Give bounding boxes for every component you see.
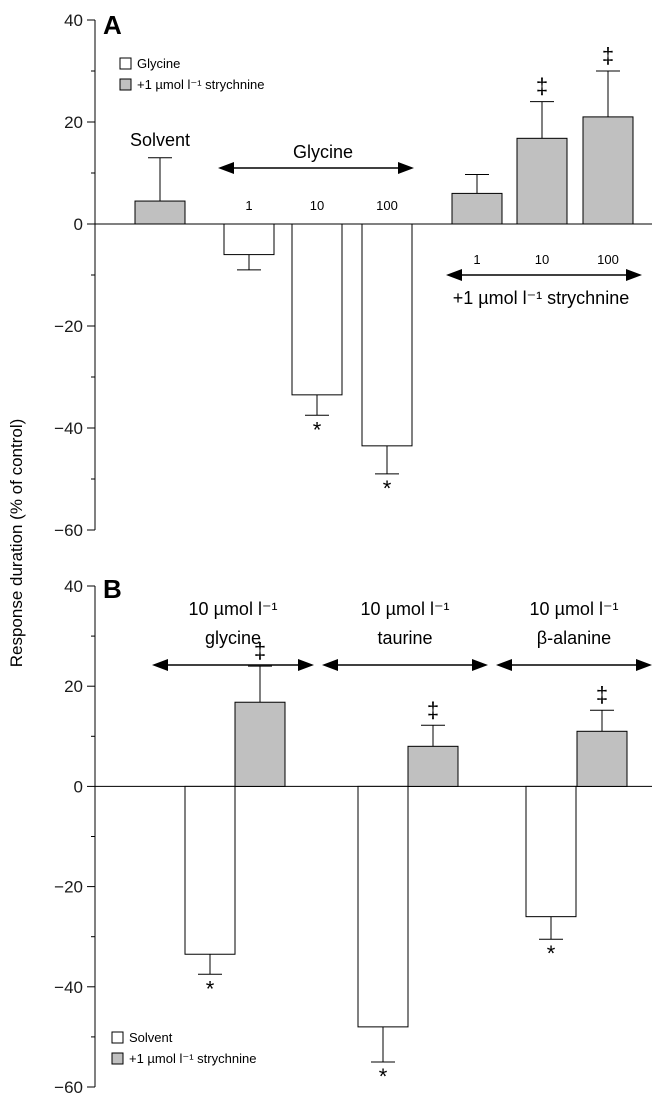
panel-a-glycine-arrow-right-head	[398, 162, 414, 174]
panel-b-group-compound: glycine	[205, 628, 261, 648]
panel-b-bar	[525, 785, 577, 918]
panel-a-bar	[516, 137, 568, 225]
panel-a-significance-mark: *	[313, 417, 322, 442]
panel-a-legend-label: +1 µmol l⁻¹ strychnine	[137, 77, 264, 92]
panel-a-bar	[361, 223, 413, 447]
y-axis-label: Response duration (% of control)	[7, 419, 26, 668]
panel-a-significance-mark: *	[383, 476, 392, 501]
panel-b-legend-swatch	[111, 1052, 124, 1065]
panel-b-group-arrow-left-head	[496, 659, 512, 671]
panel-a-strychnine-label: +1 µmol l⁻¹ strychnine	[453, 288, 629, 308]
panel-b: 40 20 0 −20 −40 −60 B Solvent +1 µmol l⁻¹ strych…	[54, 574, 652, 1095]
panel-a-tick-label: 40	[64, 11, 83, 30]
panel-a-strychnine-arrow-right-head	[626, 269, 642, 281]
panel-a-tick-label: 20	[64, 113, 83, 132]
panel-a-dose-label: 10	[310, 198, 324, 213]
panel-a-tick-label: −20	[54, 317, 83, 336]
panel-a-significance-mark: ‡	[536, 74, 548, 99]
panel-b-significance-mark: *	[206, 976, 215, 1001]
panel-a-dose-label: 1	[245, 198, 252, 213]
panel-b-tick-label: 40	[64, 577, 83, 596]
panel-b-tick-label: −60	[54, 1078, 83, 1095]
panel-b-tick-label: −20	[54, 878, 83, 897]
panel-b-significance-mark: ‡	[254, 638, 266, 663]
panel-a-tick-label: −40	[54, 419, 83, 438]
panel-a-tick-label: 0	[74, 215, 83, 234]
panel-a-bar	[134, 200, 186, 225]
panel-b-bar	[407, 745, 459, 787]
panel-a-glycine-arrow-left-head	[218, 162, 234, 174]
panel-a: 40 20 0 −20 −40 −60 A Glycine +1 µmol l⁻¹ strych…	[54, 10, 652, 540]
panel-b-legend-swatch	[111, 1031, 124, 1044]
panel-b-group-concentration: 10 µmol l⁻¹	[189, 599, 278, 619]
panel-a-letter: A	[103, 10, 122, 40]
panel-a-strychnine-arrow-left-head	[446, 269, 462, 281]
panel-b-significance-mark: ‡	[596, 682, 608, 707]
panel-b-significance-mark: ‡	[427, 697, 439, 722]
panel-a-bar	[291, 223, 343, 396]
panel-a-dose-label: 1	[473, 252, 480, 267]
panel-a-dose-label: 100	[376, 198, 398, 213]
panel-a-tick-label: −60	[54, 521, 83, 540]
panel-a-solvent-label: Solvent	[130, 130, 190, 150]
panel-a-dose-label: 10	[535, 252, 549, 267]
panel-b-group-concentration: 10 µmol l⁻¹	[361, 599, 450, 619]
panel-b-group-arrow-right-head	[472, 659, 488, 671]
panel-b-tick-label: 0	[74, 777, 83, 796]
panel-a-dose-label: 100	[597, 252, 619, 267]
panel-b-group-arrow-left-head	[322, 659, 338, 671]
panel-b-bar	[184, 785, 236, 955]
panel-b-bar	[234, 701, 286, 787]
panel-a-bar	[582, 116, 634, 225]
panel-b-group-concentration: 10 µmol l⁻¹	[530, 599, 619, 619]
panel-a-legend-swatch	[119, 57, 132, 70]
panel-b-group-arrow-right-head	[636, 659, 652, 671]
panel-a-legend-label: Glycine	[137, 56, 180, 71]
panel-a-glycine-label: Glycine	[293, 142, 353, 162]
panel-b-group-arrow-right-head	[298, 659, 314, 671]
panel-b-bar	[357, 785, 409, 1028]
panel-a-significance-mark: ‡	[602, 43, 614, 68]
panel-a-bar	[223, 223, 275, 256]
panel-b-tick-label: 20	[64, 677, 83, 696]
panel-b-legend-label: +1 µmol l⁻¹ strychnine	[129, 1051, 256, 1066]
panel-b-significance-mark: *	[547, 941, 556, 966]
panel-b-tick-label: −40	[54, 978, 83, 997]
panel-b-group-compound: taurine	[377, 628, 432, 648]
panel-a-legend-swatch	[119, 78, 132, 91]
panel-a-bar	[451, 192, 503, 225]
panel-b-letter: B	[103, 574, 122, 604]
panel-b-group-arrow-left-head	[152, 659, 168, 671]
panel-b-significance-mark: *	[379, 1064, 388, 1089]
panel-b-bar	[576, 730, 628, 787]
panel-b-legend-label: Solvent	[129, 1030, 173, 1045]
panel-b-group-compound: β-alanine	[537, 628, 611, 648]
